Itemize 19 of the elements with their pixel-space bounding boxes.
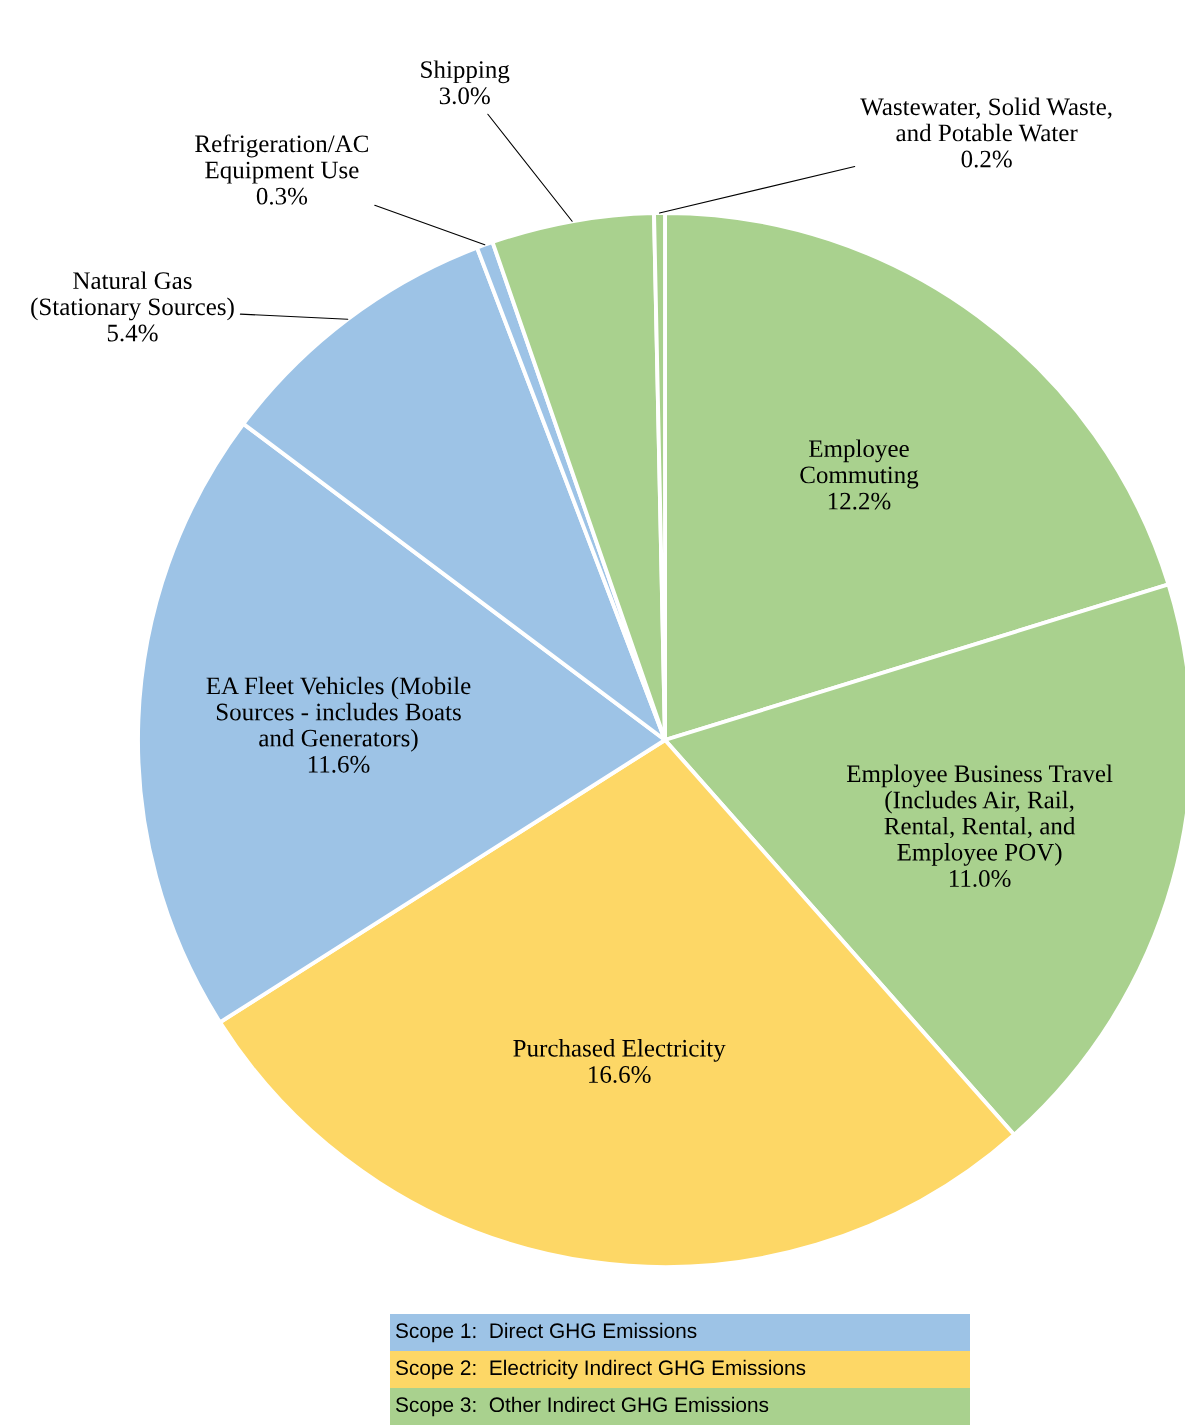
slice-label: Employee Business Travel (Includes Air, Rail, Rental, Rental, and Employee POV) bbox=[846, 764, 1113, 866]
data-label: 0.3% bbox=[256, 187, 308, 205]
data-label: 11.6% bbox=[308, 755, 370, 773]
data-label: 0.2% bbox=[961, 150, 1012, 168]
slice-label: Employee Commuting bbox=[800, 439, 919, 489]
slice-label: Wastewater, Solid Waste, and Potable Water bbox=[860, 97, 1112, 142]
category-label: Scope 3: Other Indirect GHG Emissions bbox=[395, 1396, 769, 1417]
slice-label: EA Fleet Vehicles (Mobile Sources - includes Boats and Generators) bbox=[206, 676, 471, 752]
slice-label: Refrigeration/AC Equipment Use bbox=[195, 134, 368, 184]
data-label: 11.0% bbox=[949, 870, 1011, 887]
data-label: 5.4% bbox=[107, 324, 158, 342]
slice-label: Natural Gas (Stationary Sources) bbox=[31, 271, 234, 321]
category-label: Scope 2: Electricity Indirect GHG Emissions bbox=[395, 1359, 806, 1380]
data-label: 12.2% bbox=[828, 492, 891, 510]
category-label: Scope 1: Direct GHG Emissions bbox=[395, 1322, 697, 1343]
data-label: 3.0% bbox=[439, 87, 490, 105]
slice-label: Purchased Electricity bbox=[513, 1039, 726, 1062]
data-label: 16.6% bbox=[589, 1066, 651, 1083]
slice-label: Shipping bbox=[421, 60, 510, 84]
